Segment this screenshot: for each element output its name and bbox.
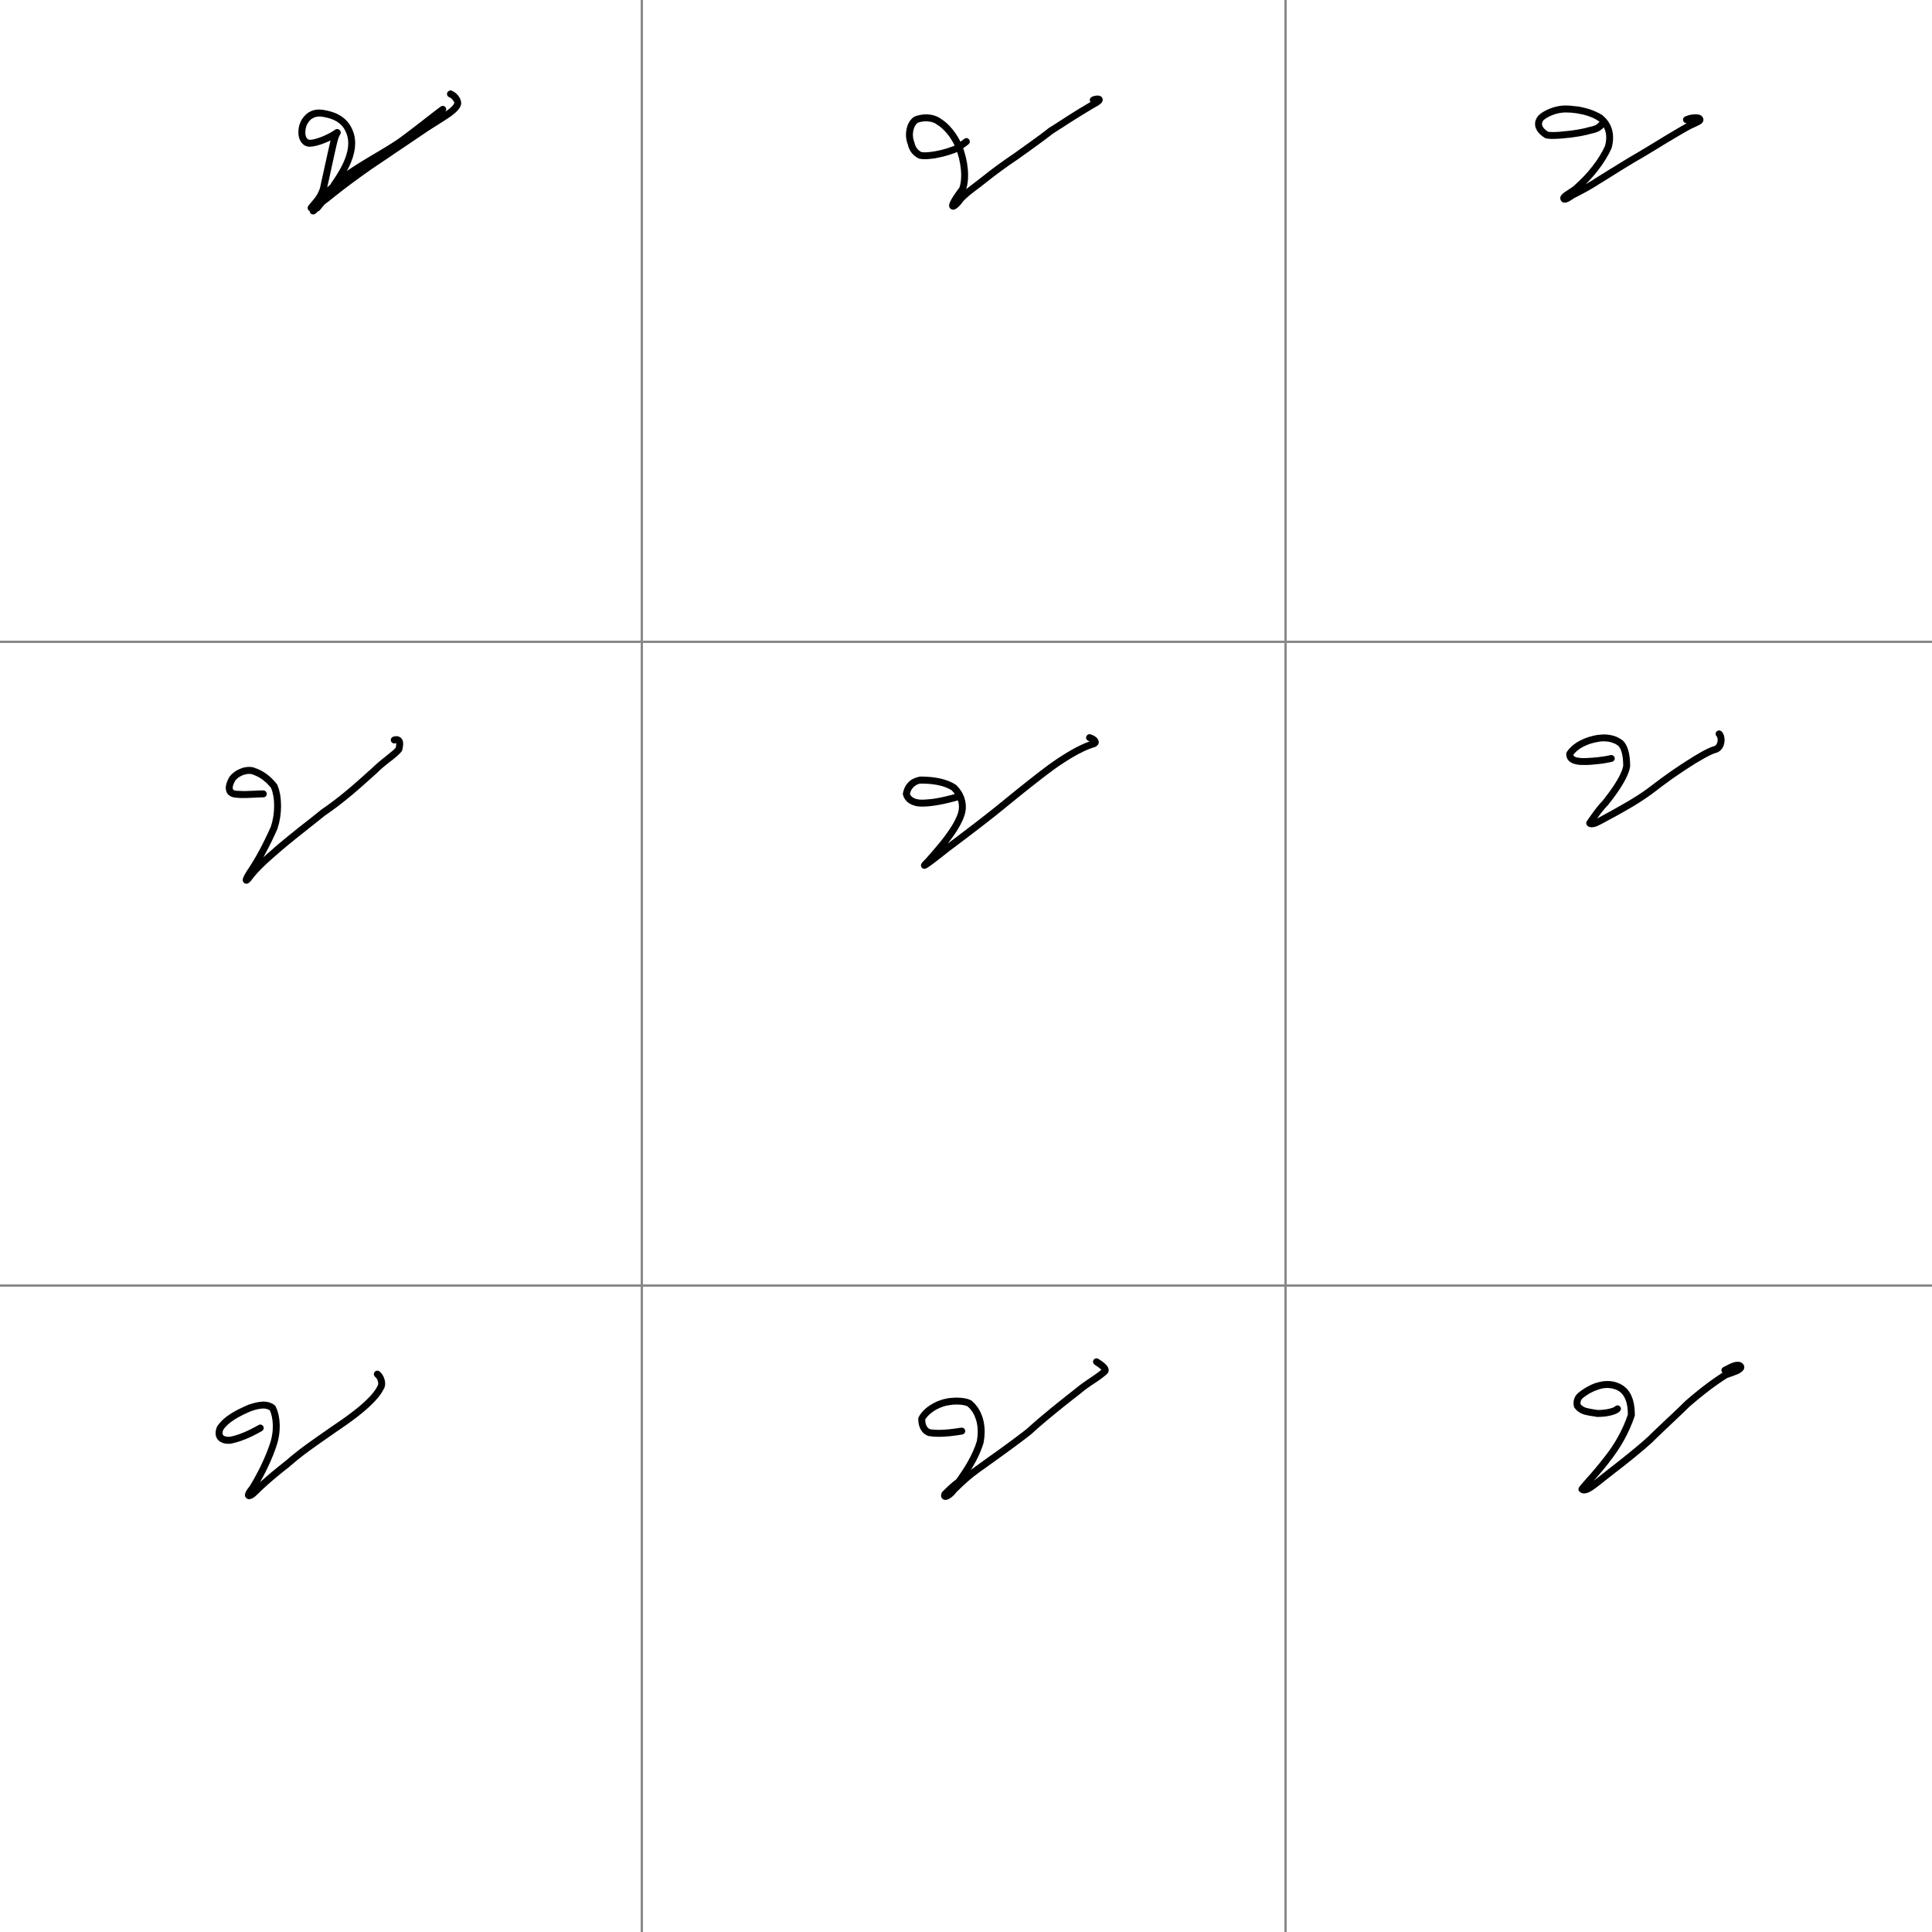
grid-cell <box>0 643 643 1287</box>
grid-cell <box>0 1287 643 1932</box>
grid-cell <box>1287 0 1932 643</box>
grid-cell <box>1287 643 1932 1287</box>
grid-cell <box>1287 1287 1932 1932</box>
handwritten-glyph <box>1535 105 1704 203</box>
handwritten-glyph <box>298 90 461 215</box>
grid-cell <box>643 0 1287 643</box>
handwritten-glyph <box>918 1358 1109 1500</box>
grid-cell <box>0 0 643 643</box>
handwritten-glyph <box>906 95 1103 210</box>
grid-cell <box>643 1287 1287 1932</box>
grid-cell <box>643 643 1287 1287</box>
handwritten-glyph <box>216 1370 386 1499</box>
handwritten-glyph <box>226 736 403 884</box>
handwritten-glyph <box>1566 730 1725 828</box>
handwritten-glyph <box>903 734 1099 869</box>
handwritten-glyph <box>1573 1362 1744 1494</box>
